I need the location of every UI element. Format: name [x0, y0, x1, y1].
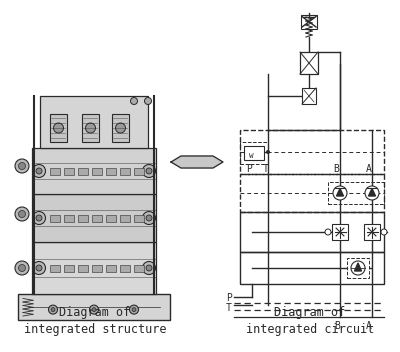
Bar: [32, 242, 156, 294]
Bar: [134, 264, 144, 271]
Circle shape: [18, 264, 26, 271]
Bar: [50, 168, 60, 175]
Circle shape: [32, 212, 46, 225]
Circle shape: [32, 262, 46, 275]
Text: P: P: [226, 293, 232, 303]
Circle shape: [48, 305, 58, 314]
Polygon shape: [368, 189, 376, 196]
Circle shape: [36, 168, 42, 174]
Circle shape: [266, 150, 270, 154]
Bar: [240, 174, 384, 212]
Bar: [64, 168, 74, 175]
Text: P: P: [246, 164, 252, 174]
Bar: [106, 168, 116, 175]
Bar: [240, 252, 384, 284]
Bar: [78, 264, 88, 271]
Bar: [120, 264, 130, 271]
Text: A: A: [366, 164, 372, 174]
Circle shape: [18, 163, 26, 170]
Bar: [301, 14, 317, 29]
Text: T: T: [263, 164, 269, 174]
Circle shape: [15, 159, 29, 173]
Circle shape: [15, 261, 29, 275]
Text: A: A: [366, 321, 372, 331]
Text: B: B: [333, 164, 339, 174]
Circle shape: [325, 229, 331, 235]
Circle shape: [18, 210, 26, 218]
Circle shape: [365, 186, 379, 200]
Circle shape: [351, 261, 365, 275]
Circle shape: [142, 262, 156, 275]
Circle shape: [130, 98, 138, 105]
Circle shape: [381, 229, 387, 235]
Bar: [78, 214, 88, 221]
Bar: [92, 168, 102, 175]
Bar: [240, 212, 384, 252]
Text: Diagram of
integrated structure: Diagram of integrated structure: [24, 306, 166, 336]
Circle shape: [130, 305, 138, 314]
Bar: [134, 168, 144, 175]
Text: Diagram of
integrated circuit: Diagram of integrated circuit: [246, 306, 374, 336]
Circle shape: [144, 98, 152, 105]
Bar: [120, 214, 130, 221]
Bar: [40, 96, 148, 148]
Bar: [300, 52, 318, 74]
Bar: [32, 148, 156, 194]
Bar: [32, 194, 156, 242]
Circle shape: [142, 212, 156, 225]
Bar: [64, 214, 74, 221]
Circle shape: [86, 123, 96, 133]
Circle shape: [116, 123, 126, 133]
Circle shape: [146, 265, 152, 271]
Polygon shape: [171, 156, 223, 168]
Circle shape: [36, 215, 42, 221]
Bar: [120, 168, 130, 175]
Bar: [50, 114, 67, 142]
Bar: [82, 114, 99, 142]
Circle shape: [15, 207, 29, 221]
Bar: [302, 88, 316, 104]
Polygon shape: [336, 189, 344, 196]
Polygon shape: [354, 263, 362, 271]
Circle shape: [92, 308, 96, 312]
Bar: [240, 142, 268, 164]
Circle shape: [132, 308, 136, 312]
Bar: [92, 214, 102, 221]
Bar: [364, 224, 380, 240]
Bar: [50, 264, 60, 271]
Bar: [134, 214, 144, 221]
Bar: [347, 258, 369, 278]
Bar: [50, 214, 60, 221]
Bar: [64, 264, 74, 271]
Bar: [106, 214, 116, 221]
Bar: [240, 130, 384, 174]
Circle shape: [146, 215, 152, 221]
Text: B: B: [334, 321, 340, 331]
Circle shape: [51, 308, 55, 312]
Circle shape: [54, 123, 64, 133]
Bar: [106, 264, 116, 271]
Circle shape: [146, 168, 152, 174]
Bar: [78, 168, 88, 175]
Text: T: T: [226, 303, 232, 313]
Circle shape: [32, 164, 46, 177]
Text: w: w: [249, 151, 254, 160]
Circle shape: [90, 305, 98, 314]
Circle shape: [36, 265, 42, 271]
Circle shape: [333, 186, 347, 200]
Bar: [18, 294, 170, 320]
Circle shape: [142, 164, 156, 177]
Bar: [332, 224, 348, 240]
Bar: [112, 114, 129, 142]
Bar: [328, 182, 384, 204]
Bar: [92, 264, 102, 271]
Bar: [244, 146, 264, 160]
